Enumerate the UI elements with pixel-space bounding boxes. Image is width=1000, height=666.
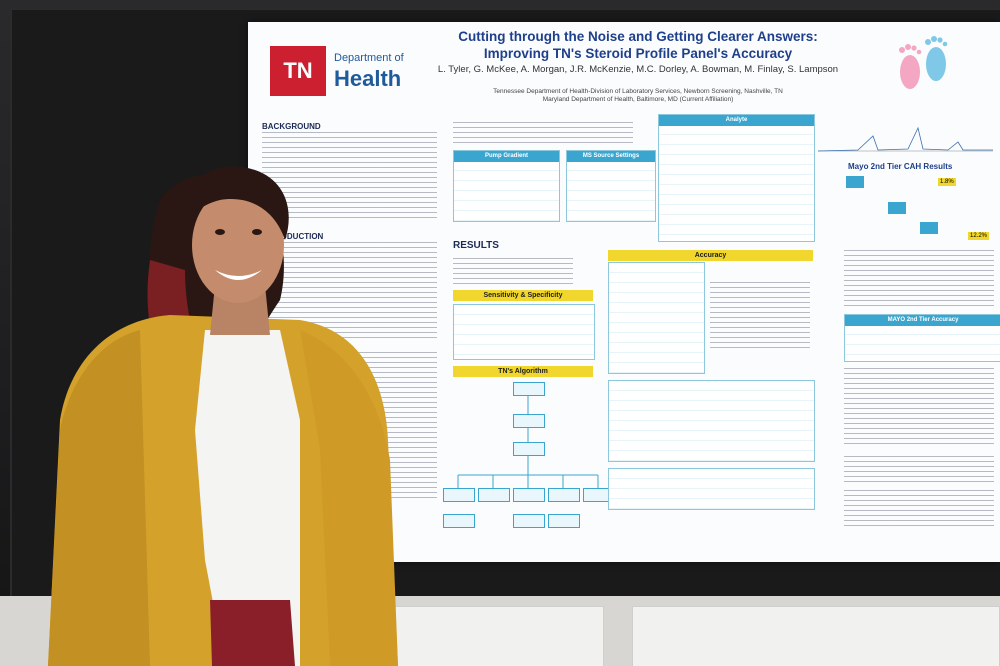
pump-gradient-header: Pump Gradient bbox=[454, 151, 559, 162]
flow-box bbox=[846, 176, 864, 188]
algorithm-node bbox=[513, 514, 545, 528]
handout-paper bbox=[372, 606, 604, 666]
analyte-header: Analyte bbox=[659, 115, 814, 126]
specimen-table bbox=[608, 380, 815, 462]
accuracy-heading: Accuracy bbox=[608, 250, 813, 261]
mayo-text bbox=[844, 250, 994, 310]
analyte-table: Analyte bbox=[658, 114, 815, 242]
results-text bbox=[453, 258, 573, 288]
instrumentation-text bbox=[453, 122, 633, 144]
ppv-badge: 12.2% bbox=[968, 232, 990, 240]
tn-logo-box: TN bbox=[270, 46, 326, 96]
pump-gradient-table: Pump Gradient bbox=[453, 150, 560, 222]
sens-spec-table bbox=[453, 304, 595, 360]
algorithm-node bbox=[513, 442, 545, 456]
algorithm-node bbox=[443, 488, 475, 502]
background-heading: BACKGROUND bbox=[262, 122, 321, 131]
tn-health-logo: TN Department of Health bbox=[270, 46, 438, 102]
affiliation-2: Maryland Department of Health, Baltimore… bbox=[542, 96, 734, 103]
algorithm-node bbox=[513, 488, 545, 502]
research-poster: TN Department of Health Cutting through … bbox=[248, 22, 1000, 562]
algorithm-node bbox=[548, 488, 580, 502]
logo-health-text: Health bbox=[334, 66, 402, 91]
baby-feet-icon bbox=[899, 36, 948, 89]
handout-paper bbox=[632, 606, 1000, 666]
ms-source-header: MS Source Settings bbox=[567, 151, 655, 162]
affiliation-1: Tennessee Department of Health-Division … bbox=[493, 88, 783, 95]
poster-title-line1: Cutting through the Noise and Getting Cl… bbox=[458, 29, 818, 44]
flow-box bbox=[920, 222, 938, 234]
algorithm-heading: TN's Algorithm bbox=[453, 366, 593, 377]
references-text bbox=[844, 490, 994, 530]
acknowledgements-text bbox=[844, 456, 994, 486]
flow-box bbox=[888, 202, 906, 214]
poster-title: Cutting through the Noise and Getting Cl… bbox=[428, 28, 848, 62]
prior-ppv-badge: 1.8% bbox=[938, 178, 956, 186]
logo-dept-text: Department of bbox=[334, 52, 404, 64]
poster-title-line2: Improving TN's Steroid Profile Panel's A… bbox=[483, 46, 793, 61]
accuracy-notes bbox=[710, 282, 810, 352]
algorithm-node bbox=[513, 382, 545, 396]
algorithm-node bbox=[443, 514, 475, 528]
mayo-accuracy-table: MAYO 2nd Tier Accuracy bbox=[844, 314, 1000, 362]
poster-authors: L. Tyler, G. McKee, A. Morgan, J.R. McKe… bbox=[437, 64, 839, 75]
algorithm-node bbox=[478, 488, 510, 502]
chromatogram-chart bbox=[818, 126, 993, 152]
results-heading: RESULTS bbox=[453, 240, 499, 251]
introduction-heading: INTRODUCTION bbox=[262, 232, 324, 241]
proposed-cutoff-table bbox=[608, 468, 815, 510]
mayo-results-heading: Mayo 2nd Tier CAH Results bbox=[848, 162, 953, 171]
background-text bbox=[262, 132, 437, 220]
mayo-accuracy-header: MAYO 2nd Tier Accuracy bbox=[845, 315, 1000, 326]
ms-source-table: MS Source Settings bbox=[566, 150, 656, 222]
algorithm-node bbox=[548, 514, 580, 528]
poster-affiliations: Tennessee Department of Health-Division … bbox=[428, 88, 848, 104]
conclusion-text bbox=[844, 368, 994, 448]
algorithm-node bbox=[513, 414, 545, 428]
algorithm-flowchart bbox=[457, 390, 599, 495]
accuracy-table bbox=[608, 262, 705, 374]
sens-spec-heading: Sensitivity & Specificity bbox=[453, 290, 593, 301]
